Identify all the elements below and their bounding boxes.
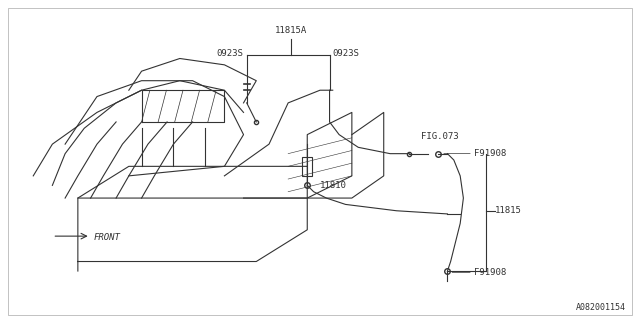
Text: 11815A: 11815A — [275, 26, 307, 35]
Text: 0923S: 0923S — [216, 50, 243, 59]
Text: F91908: F91908 — [474, 268, 506, 277]
Text: FIG.073: FIG.073 — [420, 132, 458, 141]
Text: FRONT: FRONT — [94, 233, 121, 242]
Text: 11815: 11815 — [495, 206, 522, 215]
Text: 0923S: 0923S — [332, 50, 359, 59]
Text: 11810: 11810 — [320, 181, 347, 190]
Text: F91908: F91908 — [474, 149, 506, 158]
Text: A082001154: A082001154 — [576, 303, 626, 312]
Bar — [302, 157, 312, 176]
